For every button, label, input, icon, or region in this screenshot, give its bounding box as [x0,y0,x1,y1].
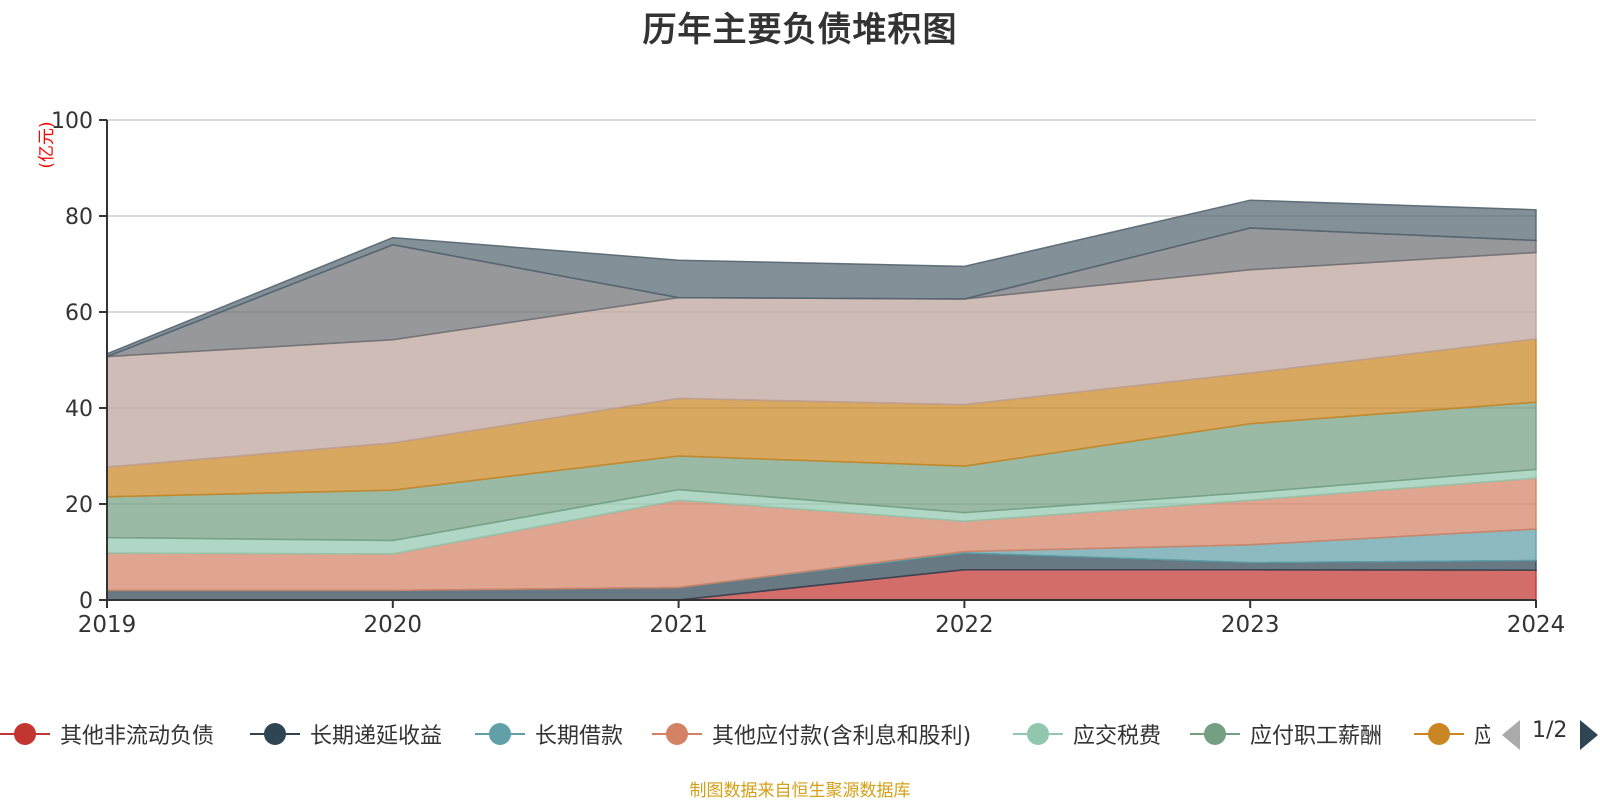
y-tick-label: 20 [65,493,93,518]
legend-label: 长期借款 [535,724,624,749]
stacked-area-chart: 0 20 40 60 80 100 2019 2020 2021 2022 2023 2024 (亿元) [37,109,1565,638]
legend-item[interactable]: 其他应付款(含利息和股利) [652,712,971,756]
legend-marker-icon [652,712,702,756]
x-tick-label: 2020 [364,612,423,638]
legend-page-indicator: 1/2 [1532,718,1568,743]
y-tick-label: 0 [79,589,93,614]
x-tick-label: 2024 [1507,612,1566,638]
legend-label: 其他非流动负债 [60,724,215,749]
legend-label: 应交税费 [1073,724,1162,749]
legend-label: 长期递延收益 [310,724,443,749]
x-tick-label: 2019 [78,612,137,638]
legend-label: 应付账款 [1474,724,1490,749]
y-tick-label: 60 [65,301,93,326]
x-tick-label: 2022 [935,612,994,638]
legend-marker-icon [0,712,50,756]
y-unit-label: (亿元) [37,121,57,168]
legend-marker-icon [475,712,525,756]
data-source-note: 制图数据来自恒生聚源数据库 [689,781,911,801]
x-tick-label: 2023 [1221,612,1280,638]
legend-prev-icon[interactable] [1502,720,1520,750]
legend-marker-icon [1414,712,1464,756]
legend-item[interactable]: 其他非流动负债 [0,712,214,756]
legend-item[interactable]: 应付职工薪酬 [1190,712,1382,756]
legend-pager: 1/2 [1500,718,1600,752]
legend-item[interactable]: 应交税费 [1013,712,1161,756]
legend-label: 其他应付款(含利息和股利) [712,724,972,749]
y-tick-label: 80 [65,205,93,230]
legend-marker-icon [1190,712,1240,756]
legend-next-icon[interactable] [1580,720,1598,750]
legend-item[interactable]: 长期递延收益 [250,712,442,756]
area-合同负债[interactable] [106,199,1537,358]
x-tick-label: 2021 [649,612,708,638]
legend: 其他非流动负债 长期递延收益 长期借款 其他应付款(含利息和股利) 应交税费 应付职工薪酬… [0,712,1490,756]
y-tick-label: 40 [65,397,93,422]
legend-item[interactable]: 长期借款 [475,712,623,756]
legend-label: 应付职工薪酬 [1250,724,1383,749]
area-series [106,199,1537,601]
chart-title: 历年主要负债堆积图 [642,10,958,50]
legend-marker-icon [250,712,300,756]
legend-item[interactable]: 应付账款 [1414,712,1490,756]
legend-marker-icon [1013,712,1063,756]
axes: 0 20 40 60 80 100 2019 2020 2021 2022 2023 2024 (亿元) [37,109,1565,638]
y-tick-label: 100 [51,109,93,134]
